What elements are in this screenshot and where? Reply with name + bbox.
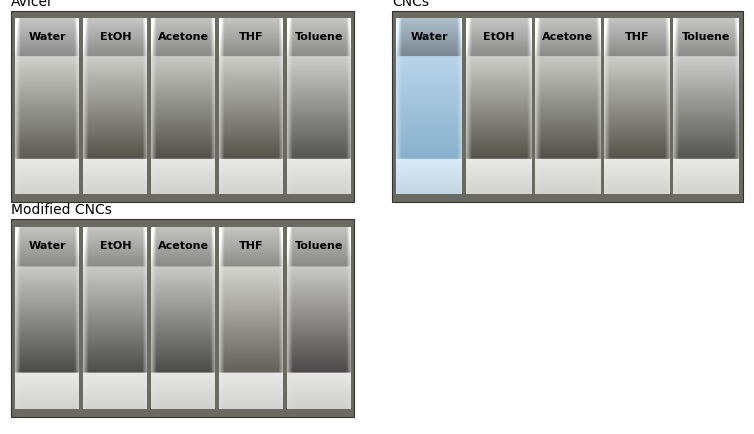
Bar (11, 219, 354, 417)
Text: Avicel: Avicel (11, 0, 52, 9)
Text: Modified CNCs: Modified CNCs (11, 203, 112, 217)
Bar (11, 11, 354, 202)
Text: CNCs: CNCs (392, 0, 429, 9)
Bar (392, 11, 743, 202)
